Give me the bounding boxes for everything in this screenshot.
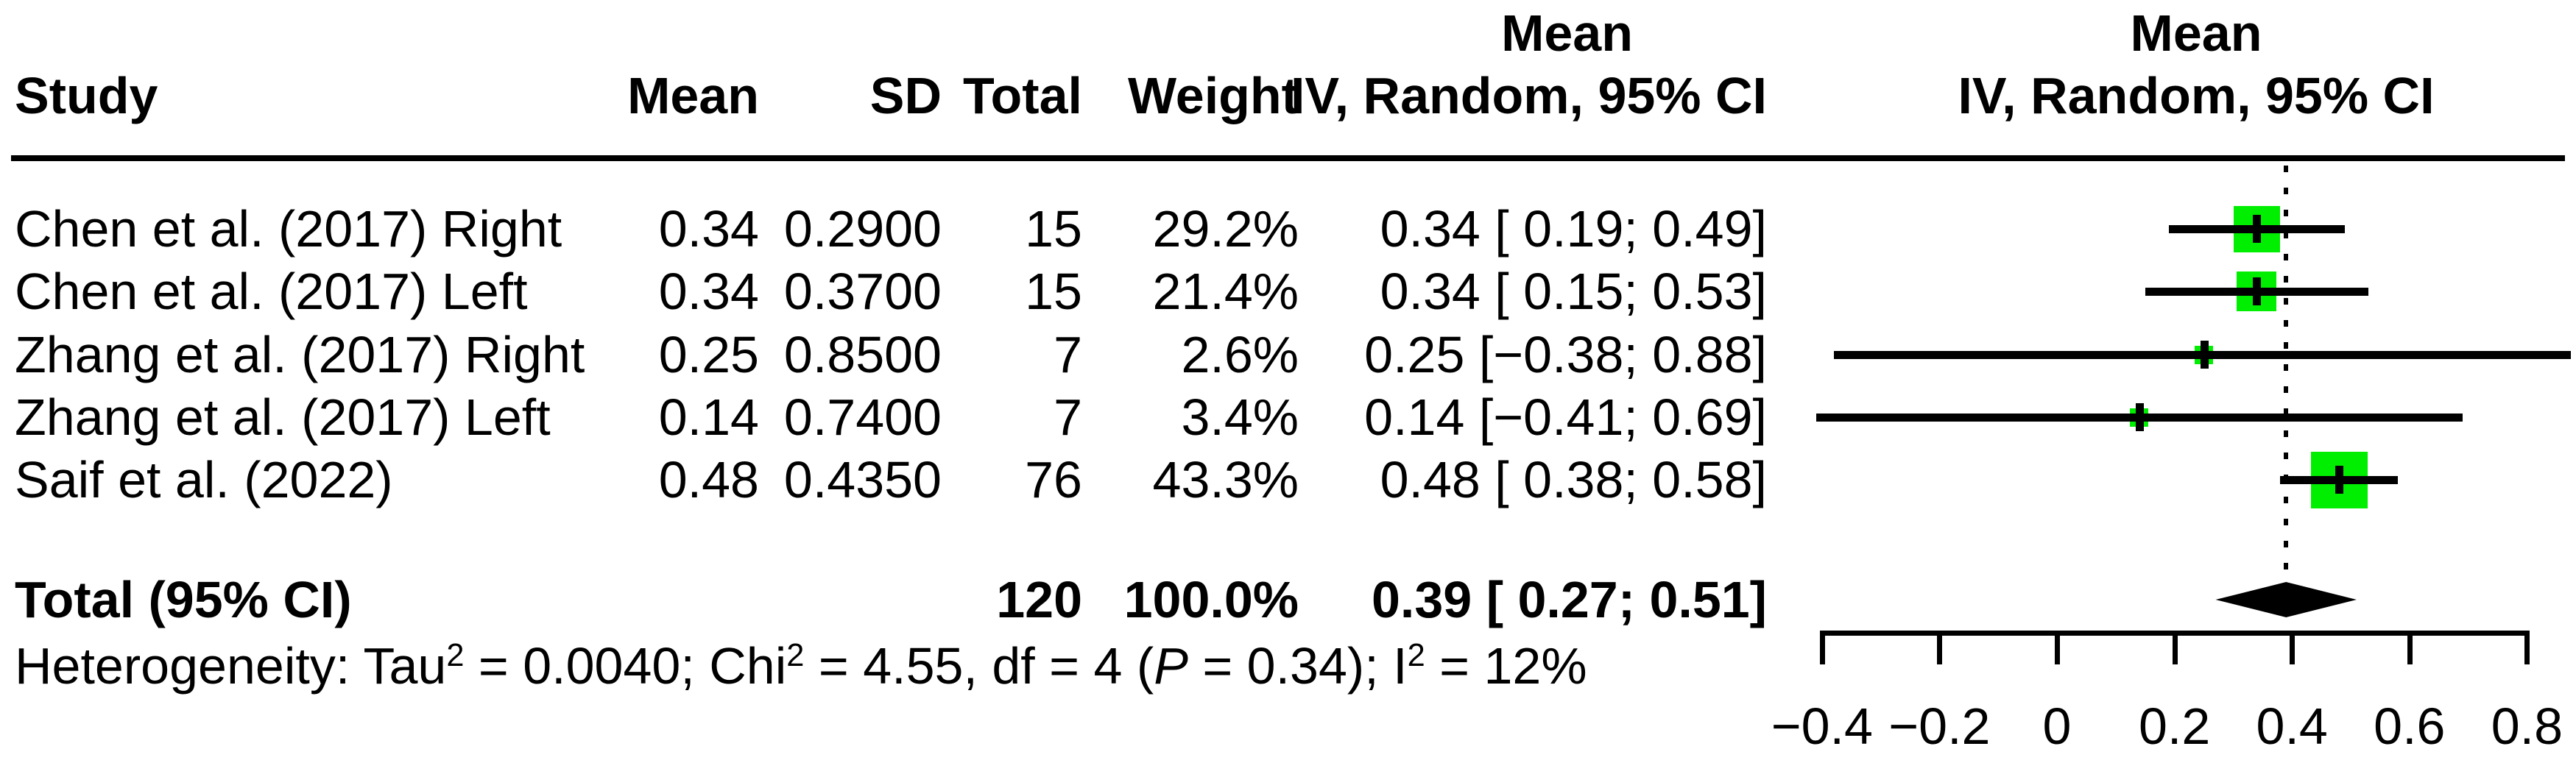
header-effect-mean-line1: Mean [1501, 4, 1633, 62]
weight-value: 43.3% [1152, 451, 1299, 508]
header-plot-ci: IV, Random, 95% CI [1958, 67, 2435, 124]
total-row-total: 120 [996, 571, 1082, 628]
header-study: Study [15, 67, 158, 124]
total-row-weight: 100.0% [1123, 571, 1299, 628]
axis-tick-label: −0.4 [1771, 698, 1873, 755]
axis-tick-label: 0.8 [2491, 698, 2563, 755]
total-value: 15 [1025, 200, 1082, 258]
pooled-diamond [2215, 582, 2357, 617]
axis-tick-label: 0 [2042, 698, 2072, 755]
sd-value: 0.8500 [783, 326, 942, 383]
mean-value: 0.34 [658, 200, 759, 258]
mean-value: 0.14 [658, 388, 759, 446]
axis-tick [2290, 631, 2296, 664]
study-label: Saif et al. (2022) [15, 451, 393, 508]
axis-tick [1819, 631, 1825, 664]
point-estimate-tick [2253, 215, 2262, 243]
total-row-ci: 0.39 [ 0.27; 0.51] [1372, 571, 1767, 628]
header-plot-mean-line1: Mean [2130, 4, 2262, 62]
ci-text-value: 0.48 [ 0.38; 0.58] [1380, 451, 1767, 508]
heterogeneity-text: Heterogeneity: Tau2 = 0.0040; Chi2 = 4.5… [15, 637, 1587, 695]
header-sd: SD [869, 67, 942, 124]
reference-dotted-line [2284, 166, 2289, 581]
weight-value: 2.6% [1181, 326, 1299, 383]
ci-text-value: 0.34 [ 0.19; 0.49] [1380, 200, 1767, 258]
point-estimate-tick [2253, 277, 2262, 305]
point-estimate-tick [2135, 403, 2144, 431]
axis-tick [2172, 631, 2178, 664]
axis-tick-label: −0.2 [1888, 698, 1991, 755]
header-mean: Mean [627, 67, 759, 124]
axis-tick [2407, 631, 2413, 664]
sd-value: 0.2900 [783, 200, 942, 258]
study-label: Zhang et al. (2017) Left [15, 388, 551, 446]
weight-value: 3.4% [1181, 388, 1299, 446]
header-rule [11, 155, 2565, 161]
mean-value: 0.34 [658, 263, 759, 320]
total-value: 7 [1054, 388, 1082, 446]
point-estimate-tick [2200, 341, 2209, 369]
weight-value: 29.2% [1152, 200, 1299, 258]
mean-value: 0.25 [658, 326, 759, 383]
sd-value: 0.7400 [783, 388, 942, 446]
ci-text-value: 0.34 [ 0.15; 0.53] [1380, 263, 1767, 320]
ci-text-value: 0.14 [−0.41; 0.69] [1364, 388, 1767, 446]
total-value: 76 [1025, 451, 1082, 508]
axis-tick [2055, 631, 2060, 664]
point-estimate-tick [2335, 466, 2344, 494]
weight-value: 21.4% [1152, 263, 1299, 320]
header-effect-ci: IV, Random, 95% CI [1290, 67, 1767, 124]
sd-value: 0.3700 [783, 263, 942, 320]
axis-tick-label: 0.4 [2256, 698, 2328, 755]
header-total: Total [962, 67, 1082, 124]
axis-tick-label: 0.6 [2374, 698, 2446, 755]
total-value: 7 [1054, 326, 1082, 383]
header-weight: Weight [1127, 67, 1299, 124]
study-label: Zhang et al. (2017) Right [15, 326, 585, 383]
total-row-label: Total (95% CI) [15, 571, 352, 628]
ci-text-value: 0.25 [−0.38; 0.88] [1364, 326, 1767, 383]
axis-tick [1937, 631, 1943, 664]
total-value: 15 [1025, 263, 1082, 320]
study-label: Chen et al. (2017) Left [15, 263, 528, 320]
mean-value: 0.48 [658, 451, 759, 508]
sd-value: 0.4350 [783, 451, 942, 508]
axis-tick-label: 0.2 [2138, 698, 2211, 755]
axis-tick [2524, 631, 2530, 664]
study-label: Chen et al. (2017) Right [15, 200, 562, 258]
